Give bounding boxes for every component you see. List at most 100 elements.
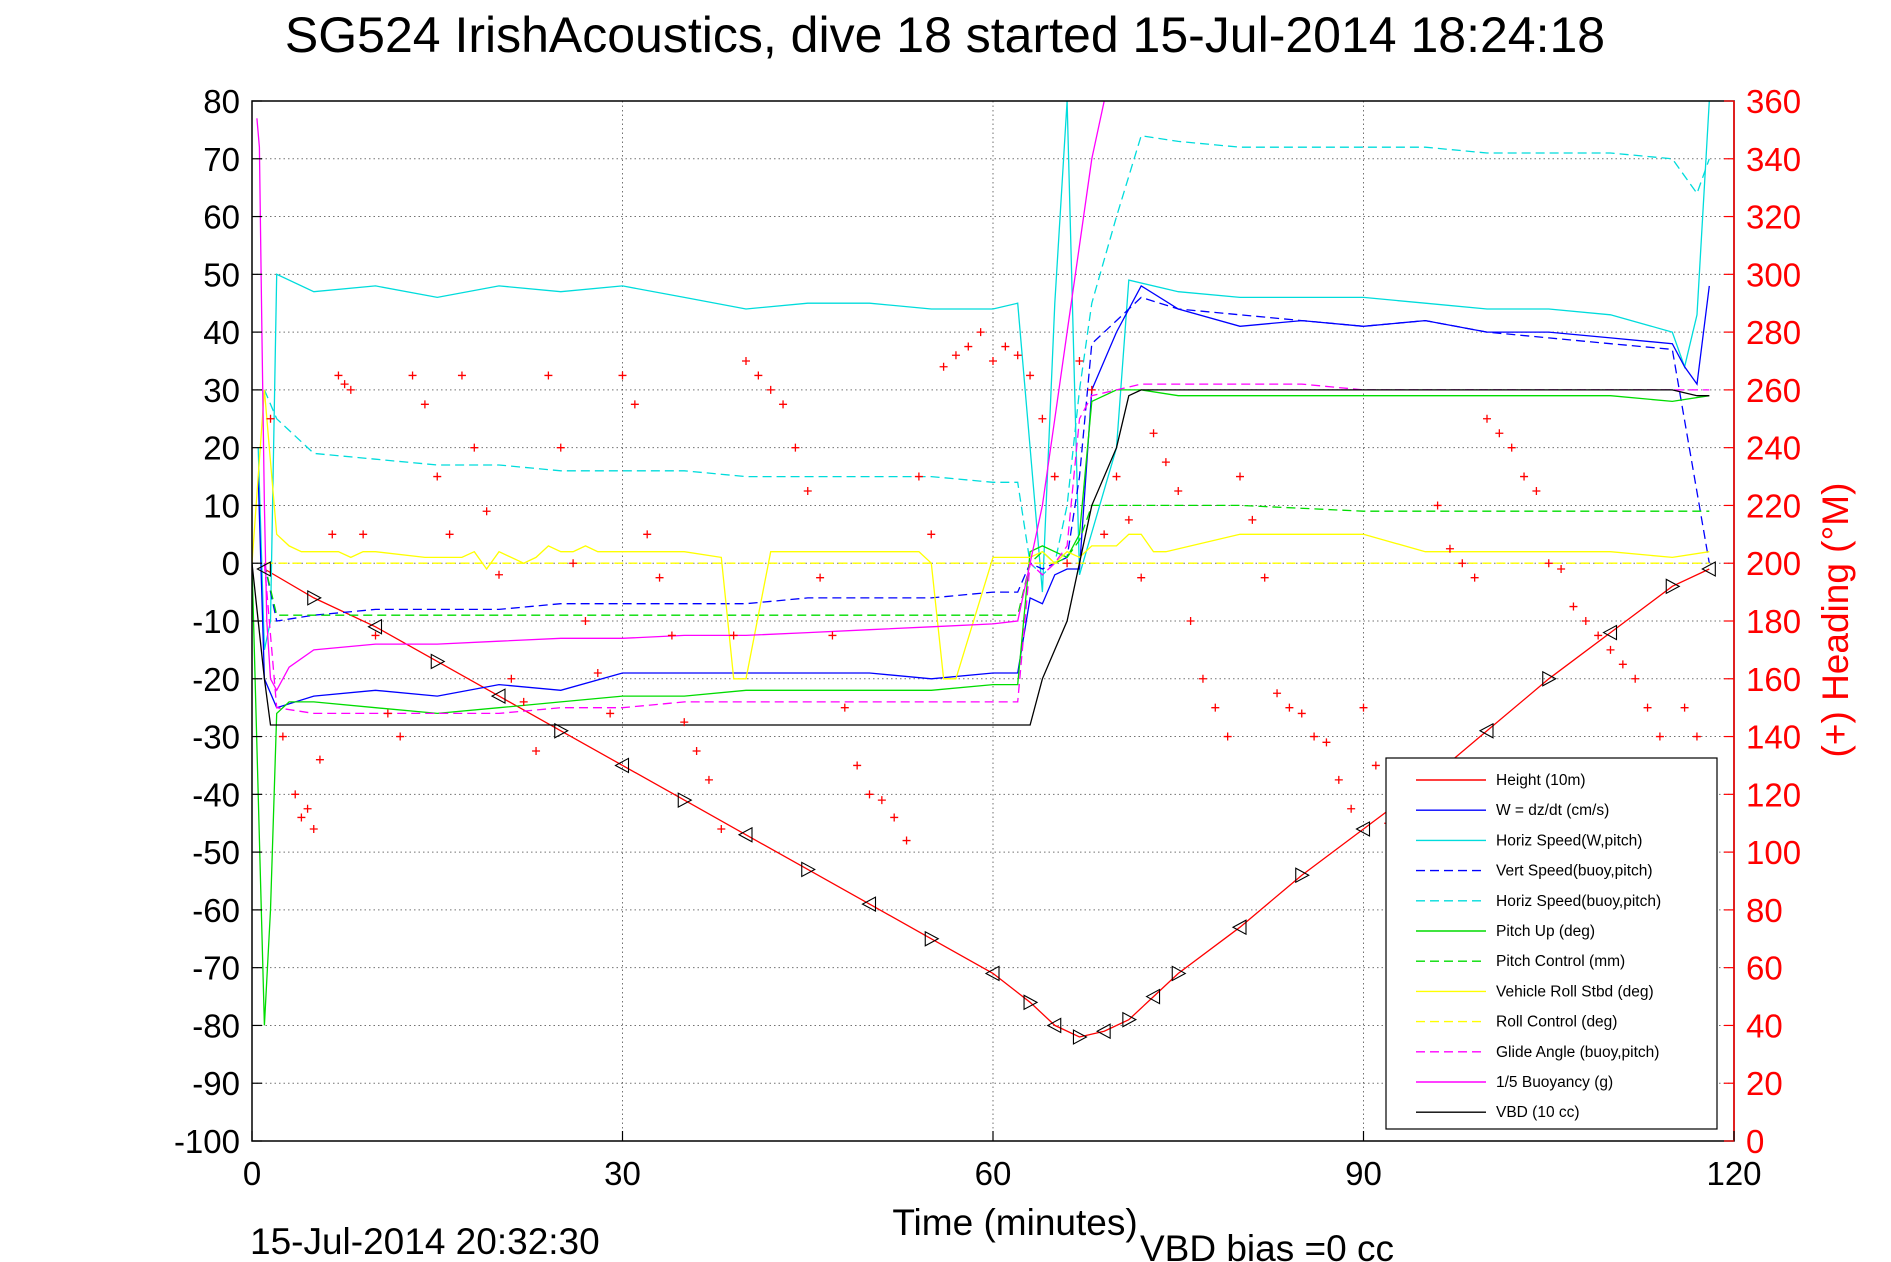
heading-point — [692, 747, 701, 755]
heading-point — [396, 732, 405, 741]
height-marker — [1072, 1029, 1088, 1045]
heading-point — [1075, 357, 1084, 365]
heading-point — [1001, 342, 1010, 351]
y2-tick-label: 280 — [1746, 314, 1801, 351]
heading-point — [1013, 351, 1022, 360]
heading-point — [457, 371, 466, 380]
heading-point — [1445, 544, 1454, 553]
heading-point — [1495, 429, 1504, 438]
height-marker — [861, 896, 877, 913]
plot-series — [252, 101, 1710, 1038]
heading-point — [334, 371, 343, 380]
heading-point — [433, 472, 442, 481]
heading-point — [1112, 472, 1121, 481]
legend-label-roll: Vehicle Roll Stbd (deg) — [1496, 983, 1654, 1000]
footer-timestamp: 15-Jul-2014 20:32:30 — [250, 1221, 600, 1262]
heading-point — [297, 813, 306, 822]
heading-point — [643, 530, 652, 539]
heading-point — [742, 357, 750, 365]
heading-point — [1470, 573, 1479, 582]
legend: Height (10m) W = dz/dt (cm/s) Horiz Speed(… — [1385, 757, 1718, 1130]
y2-tick-label: 80 — [1746, 892, 1783, 929]
heading-point — [1100, 530, 1109, 539]
y2-tick-label: 120 — [1746, 776, 1801, 813]
y-tick-label: -100 — [174, 1123, 240, 1160]
heading-point — [346, 385, 355, 394]
y2-tick-label: 180 — [1746, 603, 1801, 640]
heading-point — [951, 351, 960, 360]
height-marker — [430, 653, 446, 670]
y-tick-label: -80 — [192, 1007, 240, 1044]
series-line-glide — [263, 383, 1710, 715]
height-marker — [924, 930, 940, 947]
heading-point — [1063, 559, 1072, 568]
heading-point — [1581, 617, 1590, 625]
heading-point — [359, 530, 368, 539]
heading-point — [1124, 515, 1133, 524]
heading-point — [1692, 732, 1701, 741]
x-axis-ticks: 0 30 60 90 120 — [243, 1131, 1762, 1192]
heading-point — [303, 804, 312, 813]
height-marker — [1478, 722, 1494, 739]
heading-point — [1569, 602, 1578, 611]
height-marker — [1046, 1017, 1062, 1034]
y2-tick-label: 20 — [1746, 1065, 1783, 1102]
heading-point — [890, 813, 899, 822]
heading-point — [544, 371, 553, 380]
y-tick-label: -10 — [192, 603, 240, 640]
heading-point — [1544, 559, 1553, 568]
legend-label-hsb: Horiz Speed(buoy,pitch) — [1496, 893, 1661, 910]
heading-point — [1137, 573, 1146, 582]
heading-point — [1520, 472, 1529, 481]
heading-point — [266, 414, 275, 423]
heading-point — [976, 328, 985, 337]
x-tick-label: 60 — [975, 1155, 1012, 1192]
y2-tick-label: 300 — [1746, 256, 1801, 293]
height-marker — [256, 561, 271, 577]
height-marker — [1095, 1023, 1111, 1040]
heading-point — [964, 342, 973, 351]
y2-axis-label: (+) Heading (°M) — [1815, 483, 1856, 758]
y2-tick-label: 60 — [1746, 950, 1783, 987]
series-line-hsb — [263, 134, 1710, 576]
height-marker — [1665, 578, 1681, 595]
y-tick-label: -60 — [192, 892, 240, 929]
heading-point — [717, 825, 726, 833]
heading-point — [556, 443, 565, 452]
heading-point — [914, 472, 923, 481]
y-tick-label: 30 — [203, 372, 240, 409]
height-marker — [1231, 919, 1247, 936]
y2-tick-label: 240 — [1746, 430, 1801, 467]
heading-point — [482, 507, 491, 516]
height-marker — [1295, 867, 1310, 884]
height-marker — [367, 618, 383, 635]
legend-label-vbd: VBD (10 cc) — [1496, 1104, 1580, 1121]
x-tick-label: 120 — [1706, 1155, 1761, 1192]
heading-point — [667, 631, 676, 640]
heading-point — [495, 570, 503, 579]
heading-point — [278, 732, 287, 741]
heading-point — [1433, 501, 1442, 510]
heading-point — [1594, 631, 1603, 640]
chart-title: SG524 IrishAcoustics, dive 18 started 15… — [285, 7, 1605, 63]
heading-point — [581, 617, 590, 625]
heading-point — [1050, 472, 1059, 481]
legend-label-buoy: 1/5 Buoyancy (g) — [1496, 1074, 1613, 1091]
heading-point — [865, 790, 874, 799]
heading-point — [655, 573, 664, 582]
heading-point — [853, 761, 862, 770]
legend-label-height: Height (10m) — [1496, 772, 1586, 789]
heading-point — [532, 747, 541, 755]
y2-tick-label: 160 — [1746, 661, 1801, 698]
y-tick-label: -40 — [192, 776, 240, 813]
y2-tick-label: 200 — [1746, 545, 1801, 582]
y2-tick-label: 220 — [1746, 487, 1801, 524]
heading-point — [630, 400, 639, 409]
y2-tick-label: 320 — [1746, 199, 1801, 236]
heading-point — [1334, 775, 1343, 784]
heading-point — [828, 631, 837, 640]
heading-point — [1149, 429, 1158, 438]
heading-point — [1223, 732, 1232, 741]
vbd-bias-label: VBD bias =0 cc — [1140, 1228, 1394, 1262]
height-marker — [1701, 561, 1716, 577]
